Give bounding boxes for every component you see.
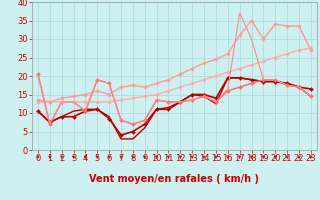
X-axis label: Vent moyen/en rafales ( km/h ): Vent moyen/en rafales ( km/h ): [89, 174, 260, 184]
